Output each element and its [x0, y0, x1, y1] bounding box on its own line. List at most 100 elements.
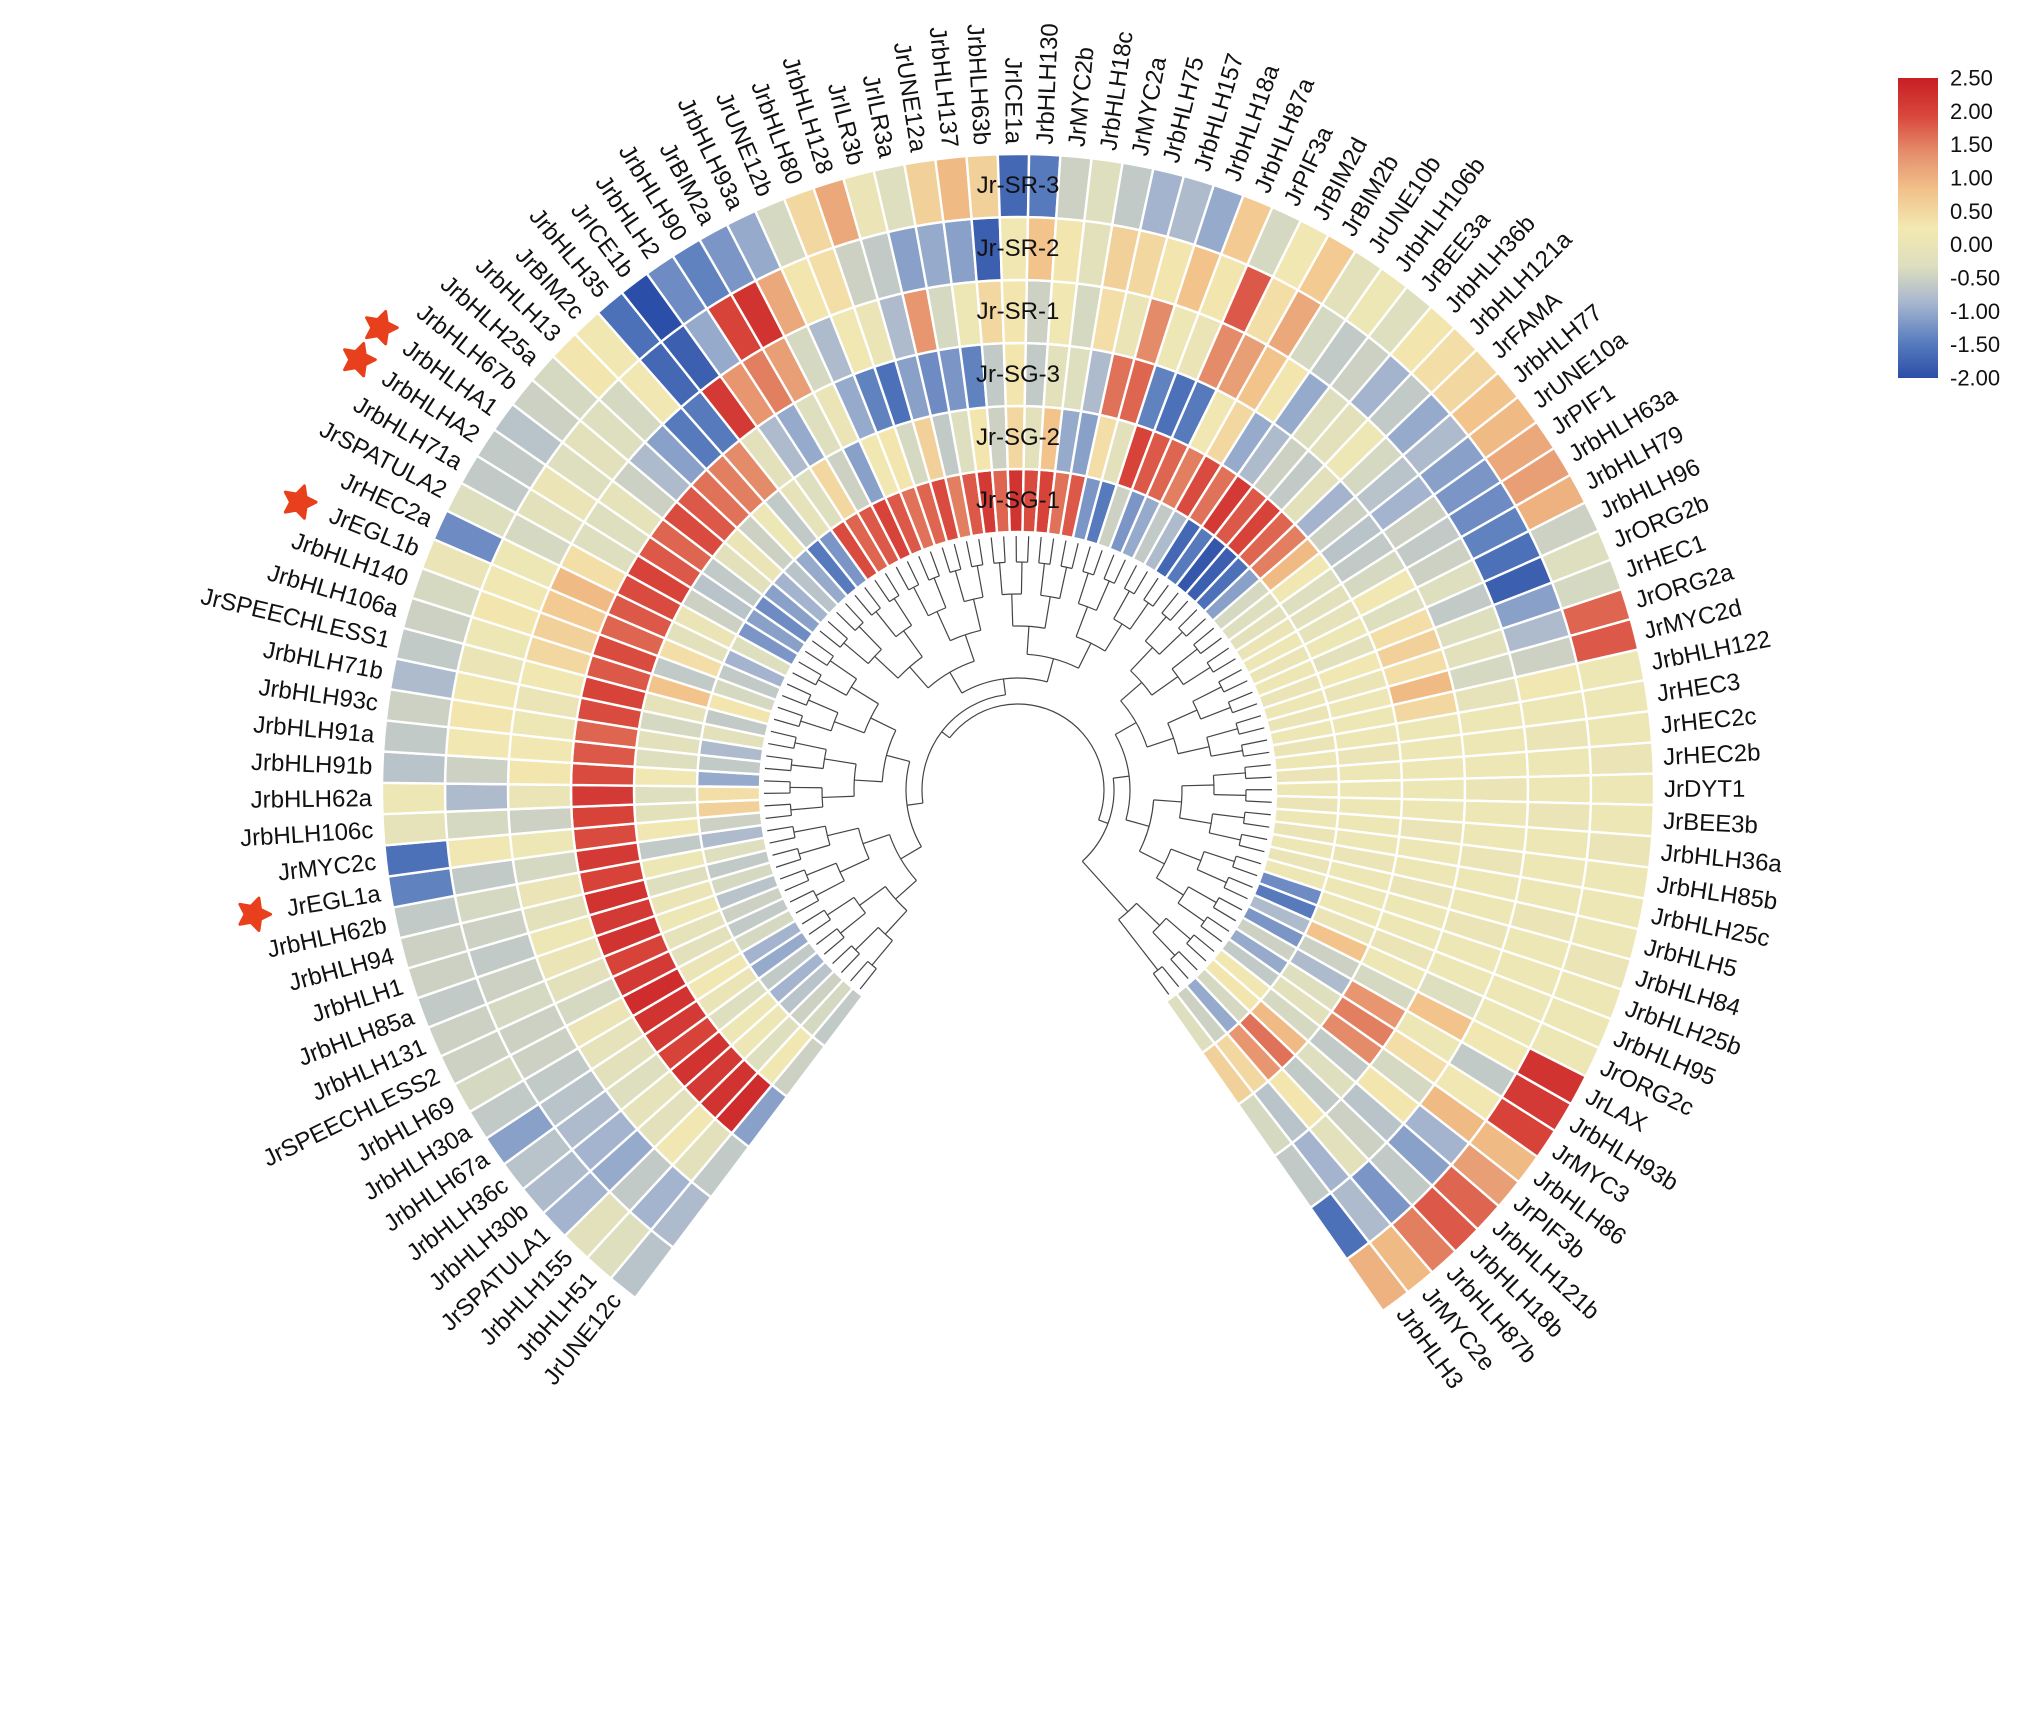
tree-arc: [1170, 951, 1180, 960]
tree-arc: [884, 886, 908, 912]
colorbar-legend: 2.50 2.00 1.50 1.00 0.50 0.00 -0.50 -1.00 -1.50 -…: [1898, 66, 2000, 391]
tree-branch: [795, 900, 819, 914]
tree-branch: [845, 603, 864, 624]
star-marker-icon: [343, 342, 377, 378]
tree-branch: [850, 961, 869, 982]
tree-arc: [895, 624, 912, 638]
tree-arc: [805, 694, 812, 706]
heatmap-cell-JrbHLH62a-Jr-SG-2: [632, 784, 699, 806]
tree-branch: [1092, 550, 1103, 576]
tree-branch: [1113, 590, 1130, 620]
tree-branch: [954, 570, 965, 602]
tree-branch: [1169, 600, 1189, 621]
tree-branch: [870, 717, 897, 731]
tree-arc: [949, 629, 981, 642]
tree-branch: [840, 912, 866, 934]
tree-branch: [792, 672, 816, 686]
tree-branch: [1212, 813, 1245, 819]
tree-arc: [1227, 701, 1234, 713]
tree-branch: [1158, 631, 1183, 655]
gene-label-JrbHLH63b: JrbHLH63b: [961, 23, 995, 146]
sample-label-Jr-SR-1: Jr-SR-1: [977, 298, 1060, 325]
tree-branch: [1095, 580, 1110, 611]
heatmap-cell-JrHEC2b-Jr-SR-1: [1462, 750, 1530, 780]
tree-branch: [1133, 571, 1148, 595]
tree-arc: [851, 945, 860, 955]
sample-label-Jr-SR-3: Jr-SR-3: [977, 172, 1060, 199]
gene-label-JrbHLH91b: JrbHLH91b: [251, 749, 373, 780]
tree-branch: [1153, 799, 1182, 803]
heatmap-cell-JrHEC2b-Jr-SR-2: [1525, 745, 1593, 779]
tree-arc: [853, 897, 866, 914]
tree-arc: [1178, 627, 1187, 637]
tree-arc: [1242, 812, 1246, 824]
tree-branch: [1200, 925, 1223, 943]
tree-arc: [928, 575, 940, 581]
tree-branch: [1171, 648, 1198, 670]
tree-branch: [1118, 919, 1159, 971]
tree-branch: [1192, 686, 1222, 702]
heatmap-cell-JrDYT1-Jr-SR-2: [1526, 774, 1593, 805]
colorbar-tick-label: 0.00: [1950, 232, 1993, 257]
tree-branch: [859, 886, 886, 906]
tree-branch: [1206, 728, 1238, 738]
tree-branch: [843, 642, 869, 665]
tree-branch: [1161, 966, 1180, 988]
tree-branch: [964, 634, 975, 662]
tree-arc: [1212, 775, 1215, 795]
tree-arc: [836, 928, 845, 938]
tree-arc: [881, 729, 897, 782]
gene-label-JrHEC3: JrHEC3: [1655, 668, 1742, 707]
tree-branch: [871, 940, 893, 966]
tree-arc: [921, 694, 1006, 804]
tree-branch: [839, 858, 870, 873]
tree-branch: [1206, 647, 1230, 664]
tree-branch: [1082, 546, 1091, 572]
tree-branch: [1136, 902, 1161, 926]
tree-arc: [871, 607, 881, 616]
tree-branch: [874, 655, 899, 679]
tree-branch: [1235, 855, 1262, 865]
tree-branch: [827, 827, 859, 837]
tree-branch: [884, 910, 908, 935]
tree-branch: [875, 611, 897, 638]
heatmap-cell-JrbHLH106c-Jr-SR-1: [507, 805, 575, 836]
tree-branch: [773, 718, 800, 728]
star-marker-icon: [238, 896, 273, 932]
tree-branch: [767, 825, 794, 832]
colorbar-tick-label: 2.00: [1950, 99, 1993, 124]
heatmap-cell-JrbHLH62a-Jr-SG-1: [695, 785, 762, 804]
heatmap-cell-JrDYT1-Jr-SG-3: [1400, 777, 1467, 802]
tree-branch: [798, 661, 822, 676]
colorbar-tick-label: -2.00: [1950, 366, 2000, 391]
tree-branch: [829, 660, 857, 680]
tree-arc: [1161, 612, 1171, 621]
tree-branch: [1241, 739, 1268, 746]
tree-branch: [1193, 627, 1215, 646]
tree-branch: [1044, 596, 1051, 629]
tree-branch: [1146, 737, 1174, 748]
tree-branch: [1026, 536, 1030, 563]
tree-arc: [1103, 578, 1115, 584]
gene-label-JrbHLH106c: JrbHLH106c: [239, 817, 374, 852]
tree-arc: [877, 927, 893, 941]
tree-branch: [1011, 594, 1014, 627]
tree-branch: [1161, 592, 1179, 614]
tree-branch: [1212, 658, 1236, 673]
gene-label-JrbHLH130: JrbHLH130: [1032, 23, 1064, 145]
colorbar-tick-label: -0.50: [1950, 266, 2000, 291]
tree-branch: [978, 538, 984, 565]
tree-branch: [859, 968, 877, 990]
heatmap-cell-JrbHLH106c-Jr-SG-3: [570, 803, 637, 831]
tree-branch: [1178, 951, 1198, 971]
tree-branch: [858, 626, 882, 650]
heatmap-cell-JrbHLH91b-Jr-SR-3: [380, 750, 448, 785]
tree-branch: [768, 742, 794, 749]
tree-branch: [1130, 647, 1153, 672]
tree-arc: [964, 596, 984, 603]
tree-arc: [1235, 723, 1240, 735]
gene-label-JrBEE3b: JrBEE3b: [1663, 808, 1759, 840]
tree-arc: [1179, 785, 1183, 819]
heatmap-cell-JrbHLH62a-Jr-SR-1: [506, 783, 573, 811]
tree-arc: [927, 660, 975, 689]
